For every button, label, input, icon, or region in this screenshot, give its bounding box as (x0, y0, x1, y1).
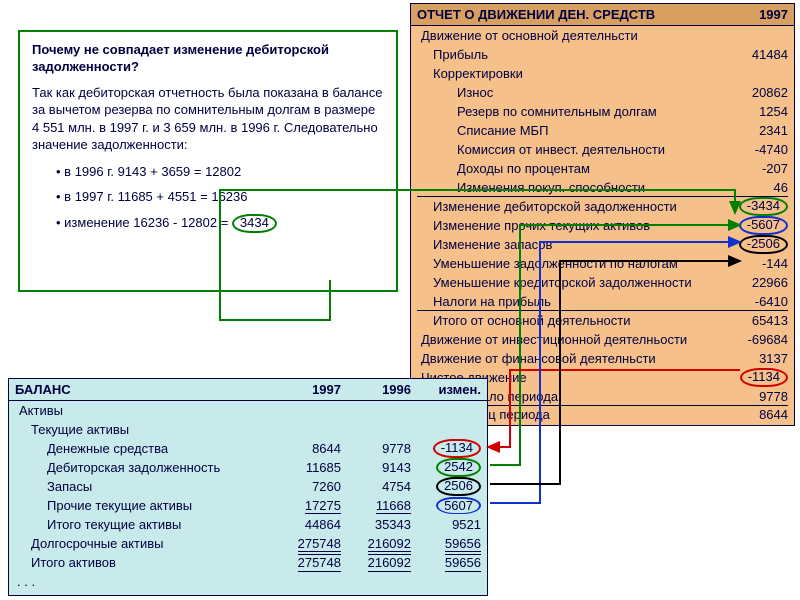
cf-section-fin: Движение от финансовой деятелньсти 3137 (417, 349, 788, 368)
balance-row: Денежные средства86449778-1134 (9, 439, 487, 458)
cashflow-title: ОТЧЕТ О ДВИЖЕНИИ ДЕН. СРЕДСТВ (417, 7, 655, 22)
balance-title: БАЛАНС (15, 382, 271, 397)
explanation-question: Почему не совпадает изменение дебиторско… (32, 42, 384, 76)
cf-row: Изменения покуп. способности46 (417, 178, 788, 197)
balance-header: БАЛАНС 1997 1996 измен. (9, 379, 487, 401)
balance-row: Итого текущие активы44864353439521 (9, 515, 487, 534)
cf-row: Корректировки (417, 64, 788, 83)
balance-row: Текущие активы (9, 420, 487, 439)
cf-section-ops: Движение от основной деятелньсти (417, 26, 788, 45)
cf-row: Изменение запасов-2506 (417, 235, 788, 254)
explanation-bullets: в 1996 г. 9143 + 3659 = 12802 в 1997 г. … (32, 164, 384, 233)
cf-row: Налоги на прибыль-6410 (417, 292, 788, 311)
balance-row: Запасы726047542506 (9, 477, 487, 496)
cashflow-year: 1997 (759, 7, 788, 22)
cashflow-header: ОТЧЕТ О ДВИЖЕНИИ ДЕН. СРЕДСТВ 1997 (411, 4, 794, 26)
cf-row: Прибыль41484 (417, 45, 788, 64)
cf-row: Резерв по сомнительным долгам1254 (417, 102, 788, 121)
balance-row: Долгосрочные активы27574821609259656 (9, 534, 487, 553)
explanation-body: Так как дебиторская отчетность была пока… (32, 84, 384, 154)
cf-row: Комиссия от инвест. деятельности-4740 (417, 140, 788, 159)
balance-row: Итого активов27574821609259656 (9, 553, 487, 572)
balance-dots: . . . (9, 572, 487, 595)
cf-section-inv: Движение от инвестиционной деятелньости … (417, 330, 788, 349)
cf-row: Уменьшение задолженности по налогам-144 (417, 254, 788, 273)
cf-row: Износ20862 (417, 83, 788, 102)
bullet-2: в 1997 г. 11685 + 4551 = 16236 (56, 189, 384, 204)
bullet-3: изменение 16236 - 12802 = 3434 (56, 214, 384, 233)
cashflow-panel: ОТЧЕТ О ДВИЖЕНИИ ДЕН. СРЕДСТВ 1997 Движе… (410, 3, 795, 426)
cf-row: Доходы по процентам-207 (417, 159, 788, 178)
explanation-box: Почему не совпадает изменение дебиторско… (18, 30, 398, 292)
cf-row: Списание МБП2341 (417, 121, 788, 140)
circled-3434: 3434 (232, 214, 277, 233)
balance-row: Дебиторская задолженность1168591432542 (9, 458, 487, 477)
balance-panel: БАЛАНС 1997 1996 измен. АктивыТекущие ак… (8, 378, 488, 596)
cf-row: Уменьшение кредиторской задолженности229… (417, 273, 788, 292)
balance-row: Прочие текущие активы17275116685607 (9, 496, 487, 515)
cf-row: Изменение дебиторской задолженности-3434 (417, 197, 788, 216)
cf-row: Изменение прочих текущих активов-5607 (417, 216, 788, 235)
cf-row: Итого от основной деятельности65413 (417, 311, 788, 330)
balance-row: Активы (9, 401, 487, 420)
bullet-1: в 1996 г. 9143 + 3659 = 12802 (56, 164, 384, 179)
